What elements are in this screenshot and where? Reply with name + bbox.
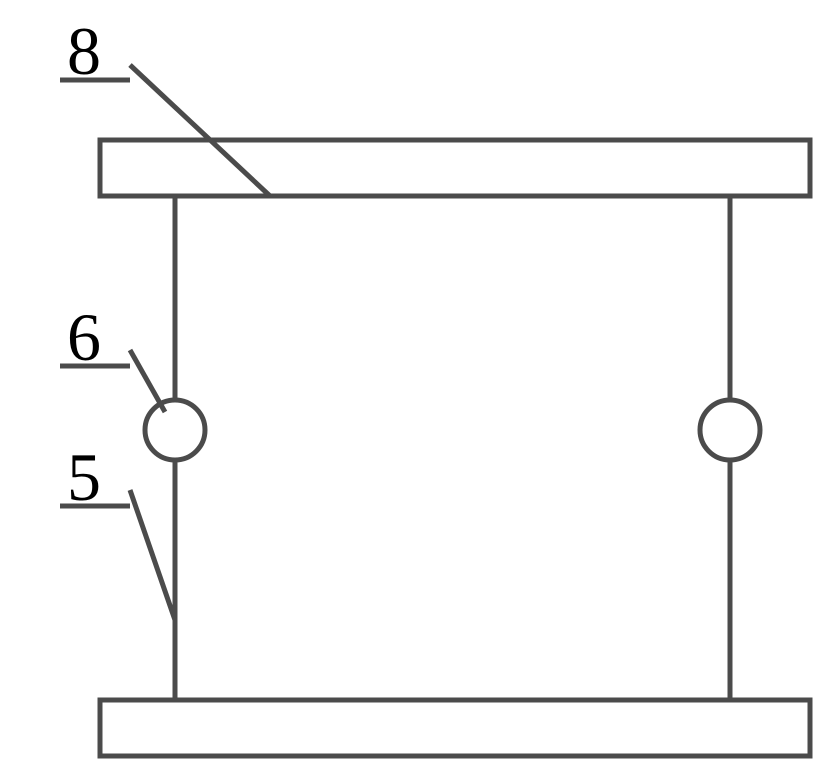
top-flange — [100, 140, 810, 196]
label-6-text: 6 — [67, 299, 101, 375]
technical-diagram: 8 6 5 — [0, 0, 827, 776]
leader-8 — [130, 65, 270, 196]
left-hole — [145, 400, 205, 460]
bottom-flange — [100, 700, 810, 756]
leader-6 — [130, 350, 165, 412]
label-5-text: 5 — [67, 439, 101, 515]
right-hole — [700, 400, 760, 460]
leader-5 — [130, 490, 175, 620]
label-8-text: 8 — [67, 13, 101, 89]
